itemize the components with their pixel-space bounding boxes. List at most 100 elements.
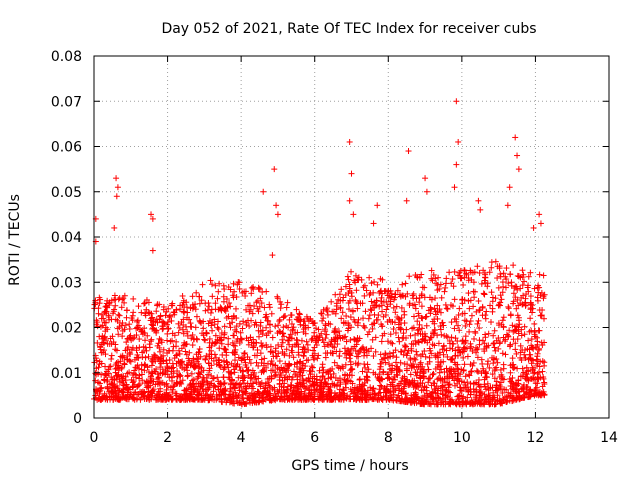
data-point — [512, 134, 519, 141]
data-point — [376, 303, 383, 310]
data-point — [386, 361, 393, 368]
data-point — [378, 294, 385, 301]
data-point — [479, 360, 486, 367]
data-point — [491, 344, 498, 351]
grid-layer — [94, 56, 609, 418]
data-point — [134, 317, 141, 324]
data-point — [442, 280, 449, 287]
data-point — [490, 340, 497, 347]
data-point — [510, 290, 517, 297]
data-point — [237, 381, 244, 388]
data-point — [519, 282, 526, 289]
data-point — [403, 326, 410, 333]
data-point — [95, 310, 102, 317]
data-point — [507, 369, 514, 376]
data-point — [413, 351, 420, 358]
data-point — [366, 274, 373, 281]
data-point — [184, 309, 191, 316]
y-axis-label: ROTI / TECUs — [7, 194, 23, 286]
data-point — [319, 317, 326, 324]
data-point — [519, 365, 526, 372]
data-point — [494, 392, 501, 399]
data-point — [225, 335, 232, 342]
x-tick-label: 6 — [310, 430, 319, 446]
data-point — [135, 303, 142, 310]
data-point — [92, 370, 99, 377]
data-point — [374, 281, 381, 288]
data-point — [288, 320, 295, 327]
data-point — [393, 303, 400, 310]
data-point — [475, 317, 482, 324]
data-point — [215, 288, 222, 295]
data-point — [459, 296, 466, 303]
data-point — [518, 332, 525, 339]
y-tick-label: 0.06 — [51, 140, 82, 156]
data-point — [147, 338, 154, 345]
data-point — [179, 292, 186, 299]
data-point — [366, 328, 373, 335]
data-point — [295, 352, 302, 359]
data-point — [138, 309, 145, 316]
data-point — [199, 281, 206, 288]
data-point — [449, 276, 456, 283]
data-point — [356, 376, 363, 383]
data-point — [475, 298, 482, 305]
data-point — [339, 309, 346, 316]
data-point — [305, 356, 312, 363]
data-point — [478, 280, 485, 287]
data-point — [534, 297, 541, 304]
data-point — [410, 313, 417, 320]
data-point — [206, 303, 213, 310]
data-point — [345, 306, 352, 313]
data-point — [483, 308, 490, 315]
data-point — [196, 345, 203, 352]
data-point — [165, 325, 172, 332]
data-point — [507, 311, 514, 318]
data-point — [531, 320, 538, 327]
data-point — [262, 314, 269, 321]
data-point — [442, 284, 449, 291]
data-point — [387, 331, 394, 338]
data-point — [523, 364, 530, 371]
data-point — [513, 305, 520, 312]
data-point — [346, 197, 353, 204]
data-point — [499, 317, 506, 324]
data-point — [293, 306, 300, 313]
data-point — [273, 202, 280, 209]
data-point — [130, 295, 137, 302]
data-point — [410, 290, 417, 297]
data-point — [451, 325, 458, 332]
data-point — [123, 314, 130, 321]
data-point — [529, 309, 536, 316]
data-point — [512, 340, 519, 347]
data-point — [247, 360, 254, 367]
data-point — [276, 318, 283, 325]
data-point — [485, 358, 492, 365]
data-point — [332, 291, 339, 298]
data-point — [215, 326, 222, 333]
data-point — [360, 284, 367, 291]
data-point — [428, 267, 435, 274]
data-point — [488, 319, 495, 326]
data-point — [298, 337, 305, 344]
data-point — [361, 361, 368, 368]
data-point — [347, 314, 354, 321]
data-point — [300, 352, 307, 359]
data-point — [187, 320, 194, 327]
data-point — [418, 303, 425, 310]
data-point — [476, 269, 483, 276]
data-point — [123, 307, 130, 314]
data-point — [112, 296, 119, 303]
data-point — [466, 328, 473, 335]
data-point — [189, 342, 196, 349]
data-point — [505, 303, 512, 310]
data-point — [479, 312, 486, 319]
data-point — [192, 324, 199, 331]
data-point — [401, 319, 408, 326]
data-point — [272, 323, 279, 330]
data-point — [278, 343, 285, 350]
data-point — [461, 361, 468, 368]
data-point — [268, 358, 275, 365]
